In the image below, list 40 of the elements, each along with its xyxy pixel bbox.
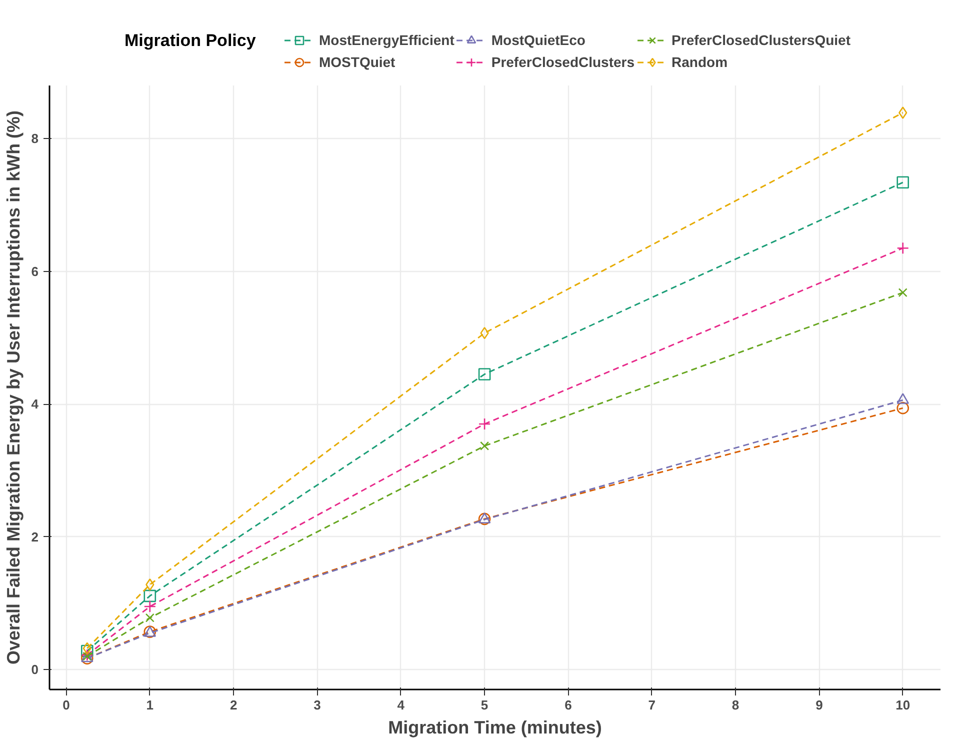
point: [896, 176, 909, 189]
point: [145, 613, 154, 622]
point: [478, 418, 491, 430]
x-tick-label: 5: [480, 698, 488, 712]
y-tick-label: 4: [31, 396, 40, 412]
point: [82, 642, 92, 654]
y-axis-title: Overall Failed Migration Energy by User Interruptions in kWh (%): [3, 110, 24, 665]
x-tick-label: 8: [732, 698, 740, 712]
y-tick-label: 0: [31, 662, 39, 678]
point: [896, 242, 909, 254]
x-tick-label: 6: [564, 698, 572, 712]
x-tick-label: 1: [146, 698, 154, 712]
y-tick-label: 8: [31, 131, 39, 146]
legend-label: MostQuietEco: [491, 32, 586, 48]
point: [144, 590, 156, 602]
x-tick-label: 0: [62, 698, 70, 712]
point: [144, 600, 156, 613]
legend-title: Migration Policy: [124, 31, 256, 50]
legend-label: PreferClosedClustersQuiet: [672, 32, 850, 48]
x-tick-label: 2: [230, 698, 238, 712]
y-tick-label: 6: [31, 264, 39, 279]
point: [898, 288, 908, 298]
point: [81, 644, 94, 658]
legend-label: PreferClosedClusters: [491, 54, 635, 70]
point: [896, 393, 909, 404]
point: [81, 648, 94, 662]
legend-label: MOSTQuiet: [319, 54, 396, 70]
x-axis-title: Migration Time (minutes): [388, 718, 602, 738]
point: [898, 106, 908, 119]
x-tick-label: 9: [816, 698, 823, 712]
point: [896, 402, 909, 414]
point: [478, 368, 491, 380]
x-tick-label: 10: [896, 698, 910, 712]
x-tick-label: 7: [648, 698, 656, 712]
legend-label: MostEnergyEfficient: [319, 32, 454, 48]
legend-label: Random: [672, 54, 728, 70]
y-tick-label: 2: [31, 529, 39, 544]
point: [480, 441, 490, 450]
x-tick-label: 4: [397, 698, 406, 712]
x-tick-label: 3: [314, 698, 321, 712]
